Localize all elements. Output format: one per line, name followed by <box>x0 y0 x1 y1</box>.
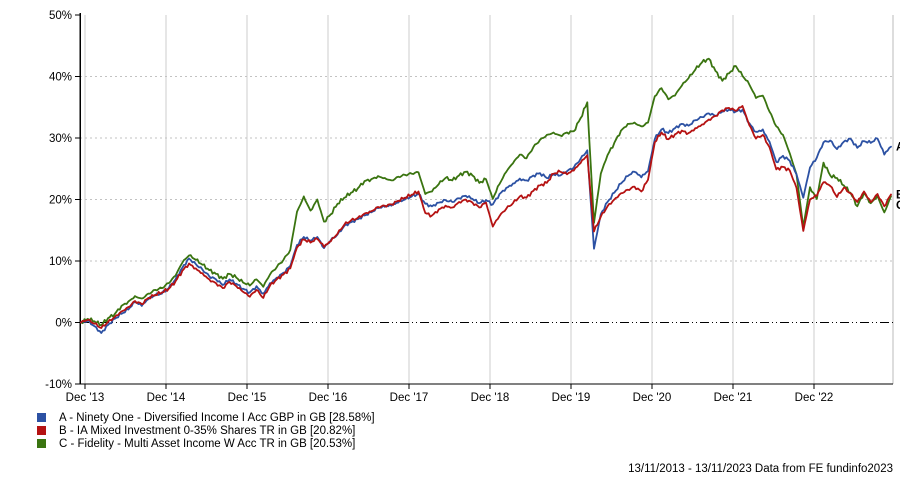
legend-swatch-c <box>37 439 46 448</box>
y-tick-label: 50% <box>49 10 72 22</box>
x-tick-label: Dec '20 <box>633 392 672 404</box>
series-end-label-c: C <box>896 200 900 212</box>
chart-legend: A - Ninety One - Diversified Income I Ac… <box>37 411 375 450</box>
y-tick-label: -10% <box>45 379 72 391</box>
grid-vertical-lines <box>84 15 815 384</box>
date-range-source-label: 13/11/2013 - 13/11/2023 Data from FE fun… <box>628 463 893 475</box>
x-tick-label: Dec '18 <box>471 392 510 404</box>
axes <box>75 13 893 389</box>
series-line-a <box>80 108 892 334</box>
series-line-b <box>80 105 892 329</box>
legend-item-c: C - Fidelity - Multi Asset Income W Acc … <box>37 437 375 450</box>
series-end-label-a: A <box>896 142 900 154</box>
x-tick-label: Dec '21 <box>714 392 753 404</box>
x-tick-label: Dec '16 <box>309 392 348 404</box>
legend-swatch-a <box>37 413 46 422</box>
y-axis-labels: 50% 40% 30% 20% 10% 0% -10% <box>45 10 72 391</box>
series-end-label-b: B <box>896 189 900 201</box>
legend-swatch-b <box>37 426 46 435</box>
legend-label-c: C - Fidelity - Multi Asset Income W Acc … <box>59 437 356 450</box>
x-tick-label: Dec '15 <box>228 392 267 404</box>
legend-item-a: A - Ninety One - Diversified Income I Ac… <box>37 411 375 424</box>
legend-item-b: B - IA Mixed Investment 0-35% Shares TR … <box>37 424 375 437</box>
y-tick-label: 20% <box>49 195 72 207</box>
x-tick-label: Dec '19 <box>552 392 591 404</box>
series-line-c <box>80 57 892 327</box>
y-tick-label: 40% <box>49 72 72 84</box>
x-tick-label: Dec '22 <box>795 392 834 404</box>
legend-label-a: A - Ninety One - Diversified Income I Ac… <box>59 411 375 424</box>
grid-horizontal-lines <box>80 76 893 262</box>
y-tick-label: 0% <box>55 318 72 330</box>
legend-label-b: B - IA Mixed Investment 0-35% Shares TR … <box>59 424 356 437</box>
x-tick-label: Dec '14 <box>147 392 186 404</box>
y-tick-label: 10% <box>49 256 72 268</box>
x-axis-labels: Dec '13 Dec '14 Dec '15 Dec '16 Dec '17 Dec '… <box>66 392 834 404</box>
y-tick-label: 30% <box>49 133 72 145</box>
x-tick-label: Dec '13 <box>66 392 105 404</box>
x-tick-label: Dec '17 <box>390 392 429 404</box>
